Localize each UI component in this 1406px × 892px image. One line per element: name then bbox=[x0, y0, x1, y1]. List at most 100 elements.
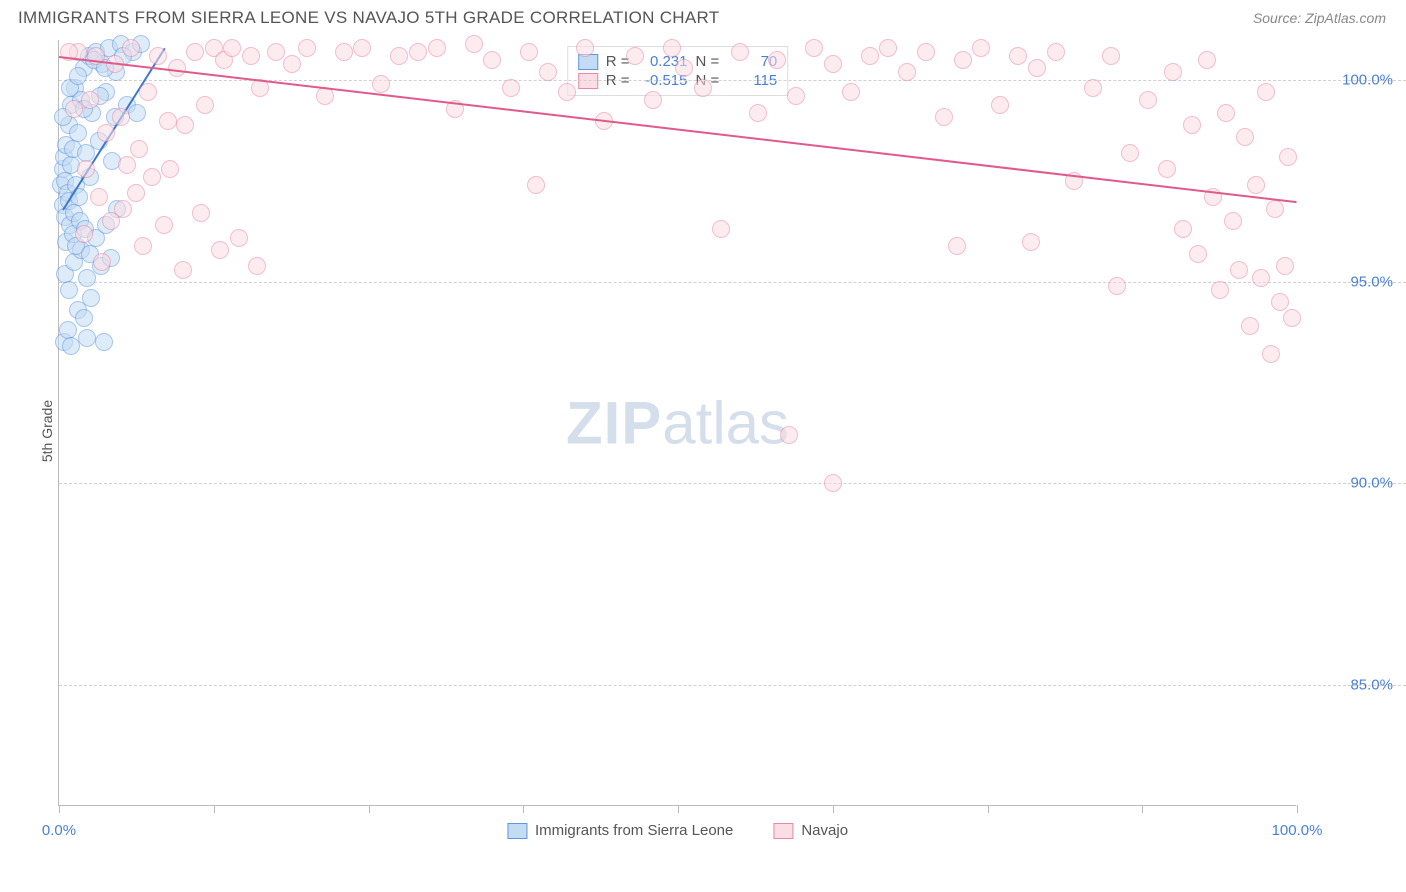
xtick bbox=[1297, 805, 1298, 813]
data-point bbox=[335, 43, 353, 61]
data-point bbox=[879, 39, 897, 57]
data-point bbox=[1183, 116, 1201, 134]
data-point bbox=[1198, 51, 1216, 69]
data-point bbox=[1102, 47, 1120, 65]
data-point bbox=[842, 83, 860, 101]
data-point bbox=[283, 55, 301, 73]
data-point bbox=[768, 51, 786, 69]
data-point bbox=[128, 104, 146, 122]
data-point bbox=[409, 43, 427, 61]
data-point bbox=[576, 39, 594, 57]
data-point bbox=[917, 43, 935, 61]
data-point bbox=[1266, 200, 1284, 218]
legend-item-1: Navajo bbox=[773, 822, 848, 839]
xtick bbox=[59, 805, 60, 813]
data-point bbox=[130, 140, 148, 158]
data-point bbox=[539, 63, 557, 81]
data-point bbox=[626, 47, 644, 65]
data-point bbox=[1047, 43, 1065, 61]
legend-series-names: Immigrants from Sierra Leone Navajo bbox=[507, 822, 848, 839]
data-point bbox=[122, 39, 140, 57]
data-point bbox=[176, 116, 194, 134]
data-point bbox=[1174, 220, 1192, 238]
xtick bbox=[369, 805, 370, 813]
data-point bbox=[75, 225, 93, 243]
data-point bbox=[749, 104, 767, 122]
data-point bbox=[1217, 104, 1235, 122]
data-point bbox=[675, 59, 693, 77]
data-point bbox=[77, 160, 95, 178]
data-point bbox=[428, 39, 446, 57]
plot-region: ZIPatlas R = 0.231 N = 70 R = -0.515 N =… bbox=[58, 40, 1296, 806]
xtick bbox=[523, 805, 524, 813]
data-point bbox=[155, 216, 173, 234]
gridline-h bbox=[59, 282, 1406, 283]
source-citation: Source: ZipAtlas.com bbox=[1253, 10, 1386, 26]
legend-item-0: Immigrants from Sierra Leone bbox=[507, 822, 733, 839]
data-point bbox=[59, 321, 77, 339]
data-point bbox=[1158, 160, 1176, 178]
ytick-label: 100.0% bbox=[1342, 72, 1393, 89]
data-point bbox=[60, 281, 78, 299]
data-point bbox=[372, 75, 390, 93]
data-point bbox=[390, 47, 408, 65]
data-point bbox=[483, 51, 501, 69]
gridline-h bbox=[59, 483, 1406, 484]
data-point bbox=[972, 39, 990, 57]
n-label-0: N = bbox=[696, 53, 720, 70]
data-point bbox=[1247, 176, 1265, 194]
source-label: Source: bbox=[1253, 10, 1305, 26]
data-point bbox=[267, 43, 285, 61]
data-point bbox=[242, 47, 260, 65]
data-point bbox=[898, 63, 916, 81]
data-point bbox=[69, 67, 87, 85]
data-point bbox=[112, 108, 130, 126]
y-axis-label: 5th Grade bbox=[39, 400, 55, 462]
data-point bbox=[1279, 148, 1297, 166]
ytick-label: 90.0% bbox=[1350, 475, 1393, 492]
data-point bbox=[196, 96, 214, 114]
data-point bbox=[127, 184, 145, 202]
data-point bbox=[159, 112, 177, 130]
data-point bbox=[186, 43, 204, 61]
data-point bbox=[520, 43, 538, 61]
data-point bbox=[143, 168, 161, 186]
data-point bbox=[1022, 233, 1040, 251]
data-point bbox=[1271, 293, 1289, 311]
data-point bbox=[298, 39, 316, 57]
data-point bbox=[954, 51, 972, 69]
data-point bbox=[81, 91, 99, 109]
xtick bbox=[833, 805, 834, 813]
data-point bbox=[223, 39, 241, 57]
data-point bbox=[1189, 245, 1207, 263]
data-point bbox=[805, 39, 823, 57]
data-point bbox=[694, 79, 712, 97]
data-point bbox=[97, 124, 115, 142]
xtick-label: 0.0% bbox=[42, 822, 76, 839]
data-point bbox=[644, 91, 662, 109]
data-point bbox=[65, 100, 83, 118]
data-point bbox=[787, 87, 805, 105]
data-point bbox=[824, 55, 842, 73]
data-point bbox=[948, 237, 966, 255]
data-point bbox=[118, 156, 136, 174]
series-label-1: Navajo bbox=[801, 822, 848, 839]
xtick-label: 100.0% bbox=[1272, 822, 1323, 839]
data-point bbox=[1230, 261, 1248, 279]
data-point bbox=[1241, 317, 1259, 335]
ytick-label: 85.0% bbox=[1350, 677, 1393, 694]
data-point bbox=[1164, 63, 1182, 81]
data-point bbox=[1108, 277, 1126, 295]
data-point bbox=[69, 124, 87, 142]
swatch-bottom-1 bbox=[773, 823, 793, 839]
data-point bbox=[1262, 345, 1280, 363]
xtick bbox=[214, 805, 215, 813]
data-point bbox=[78, 329, 96, 347]
watermark-light: atlas bbox=[662, 389, 789, 456]
data-point bbox=[174, 261, 192, 279]
data-point bbox=[1236, 128, 1254, 146]
chart-title: IMMIGRANTS FROM SIERRA LEONE VS NAVAJO 5… bbox=[18, 8, 719, 28]
data-point bbox=[1009, 47, 1027, 65]
data-point bbox=[712, 220, 730, 238]
data-point bbox=[1252, 269, 1270, 287]
